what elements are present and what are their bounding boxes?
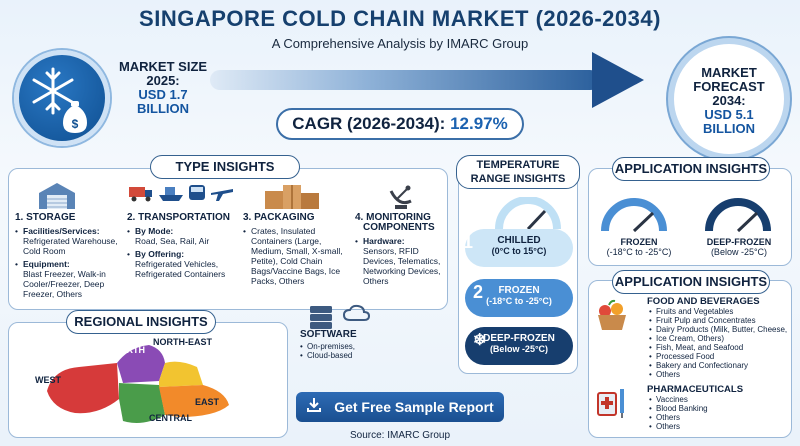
type-insights-panel: 1. STORAGE Facilities/Services: Refriger… (8, 168, 448, 310)
market-forecast-badge: MARKET FORECAST 2034: USD 5.1 BILLION (668, 38, 790, 160)
transportation-heading: 2. TRANSPORTATION (127, 212, 230, 223)
packaging-column: 3. PACKAGING Crates, Insulated Container… (243, 179, 347, 286)
singapore-region-map (47, 345, 229, 423)
region-central-shape (119, 383, 165, 423)
pharmaceuticals-heading: PHARMACEUTICALS (647, 384, 744, 395)
growth-arrow-head-icon (592, 52, 644, 108)
type-insights-title: TYPE INSIGHTS (150, 155, 300, 179)
application-insights-title-bottom: APPLICATION INSIGHTS (612, 270, 770, 294)
region-label-north-east: NORTH-EAST (153, 337, 212, 347)
region-label-north: NORTH (113, 345, 145, 355)
temperature-range-title: TEMPERATURE RANGE INSIGHTS (456, 155, 580, 189)
temp-chilled-pill: 1 CHILLED (0°C to 15°C) (463, 229, 573, 267)
download-icon (306, 393, 322, 423)
food-basket-icon (598, 299, 626, 330)
food-beverages-list: FOOD AND BEVERAGES Fruits and Vegetables… (647, 296, 787, 379)
region-north-east-shape (159, 361, 203, 387)
chilled-gauge-icon (495, 197, 561, 231)
page-title: SINGAPORE COLD CHAIN MARKET (2026-2034) (139, 6, 661, 31)
market-size-badge: $ (14, 50, 110, 146)
application-insights-gauges-panel: FROZEN (-18°C to -25°C) DEEP-FROZEN (Bel… (588, 168, 792, 266)
market-size-text: MARKET SIZE 2025: USD 1.7 BILLION (118, 59, 208, 116)
food-beverages-heading: FOOD AND BEVERAGES (647, 296, 760, 307)
transport-modes-icon (129, 185, 233, 202)
page-subtitle: A Comprehensive Analysis by IMARC Group (271, 36, 529, 51)
region-label-central: CENTRAL (149, 413, 192, 423)
deep-frozen-gauge-icon (705, 198, 771, 233)
storage-column: 1. STORAGE Facilities/Services: Refriger… (15, 179, 119, 299)
temp-deep-frozen-pill: ❄ DEEP-FROZEN (Below -25°C) (465, 327, 573, 365)
satellite-dish-icon (389, 185, 412, 209)
region-label-west: WEST (35, 375, 61, 385)
packaging-boxes-icon (265, 185, 319, 209)
region-east-shape (159, 385, 229, 417)
monitoring-column: 4. MONITORING COMPONENTS Hardware: Senso… (355, 179, 445, 286)
temp-chilled-number: 1 (463, 232, 474, 252)
storage-heading: 1. STORAGE (15, 212, 76, 223)
region-north-shape (117, 345, 165, 383)
software-section: SOFTWARE On-premises, Cloud-based (300, 304, 378, 360)
temp-frozen-pill: 2 FROZEN (-18°C to -25°C) (465, 279, 573, 317)
application-insights-title-top: APPLICATION INSIGHTS (612, 157, 770, 181)
frozen-gauge-icon (601, 198, 667, 233)
snowflake-icon: ❄ (473, 332, 487, 349)
packaging-heading: 3. PACKAGING (243, 212, 315, 223)
gauge-deep-frozen-label: DEEP-FROZEN (Below -25°C) (706, 237, 772, 257)
application-insights-list-panel: FOOD AND BEVERAGES Fruits and Vegetables… (588, 280, 792, 438)
server-cloud-icon (310, 304, 371, 329)
pharmaceuticals-list: PHARMACEUTICALS Vaccines Blood Banking O… (647, 384, 744, 431)
regional-insights-panel: NORTH NORTH-EAST WEST EAST CENTRAL (8, 322, 288, 438)
region-west-shape (47, 363, 119, 414)
transportation-column: 2. TRANSPORTATION By Mode: Road, Sea, Ra… (127, 179, 235, 279)
software-heading: SOFTWARE (300, 329, 357, 340)
temperature-range-panel: 1 CHILLED (0°C to 15°C) 2 FROZEN (-18°C … (458, 168, 578, 374)
svg-text:$: $ (72, 117, 79, 131)
regional-insights-title: REGIONAL INSIGHTS (66, 310, 216, 334)
source-credit: Source: IMARC Group (349, 430, 451, 441)
temp-frozen-number: 2 (473, 282, 484, 302)
warehouse-icon (39, 183, 75, 209)
medicine-syringe-icon (597, 389, 624, 418)
growth-arrow-bar (210, 70, 600, 90)
region-label-east: EAST (195, 397, 220, 407)
get-free-sample-report-button[interactable]: Get Free Sample Report (296, 392, 504, 422)
monitoring-heading: 4. MONITORING (355, 212, 431, 223)
gauge-frozen-label: FROZEN (-18°C to -25°C) (606, 237, 672, 257)
snowflake-moneybag-icon: $ (32, 67, 87, 133)
cagr-badge: CAGR (2026-2034): 12.97% (276, 108, 524, 140)
